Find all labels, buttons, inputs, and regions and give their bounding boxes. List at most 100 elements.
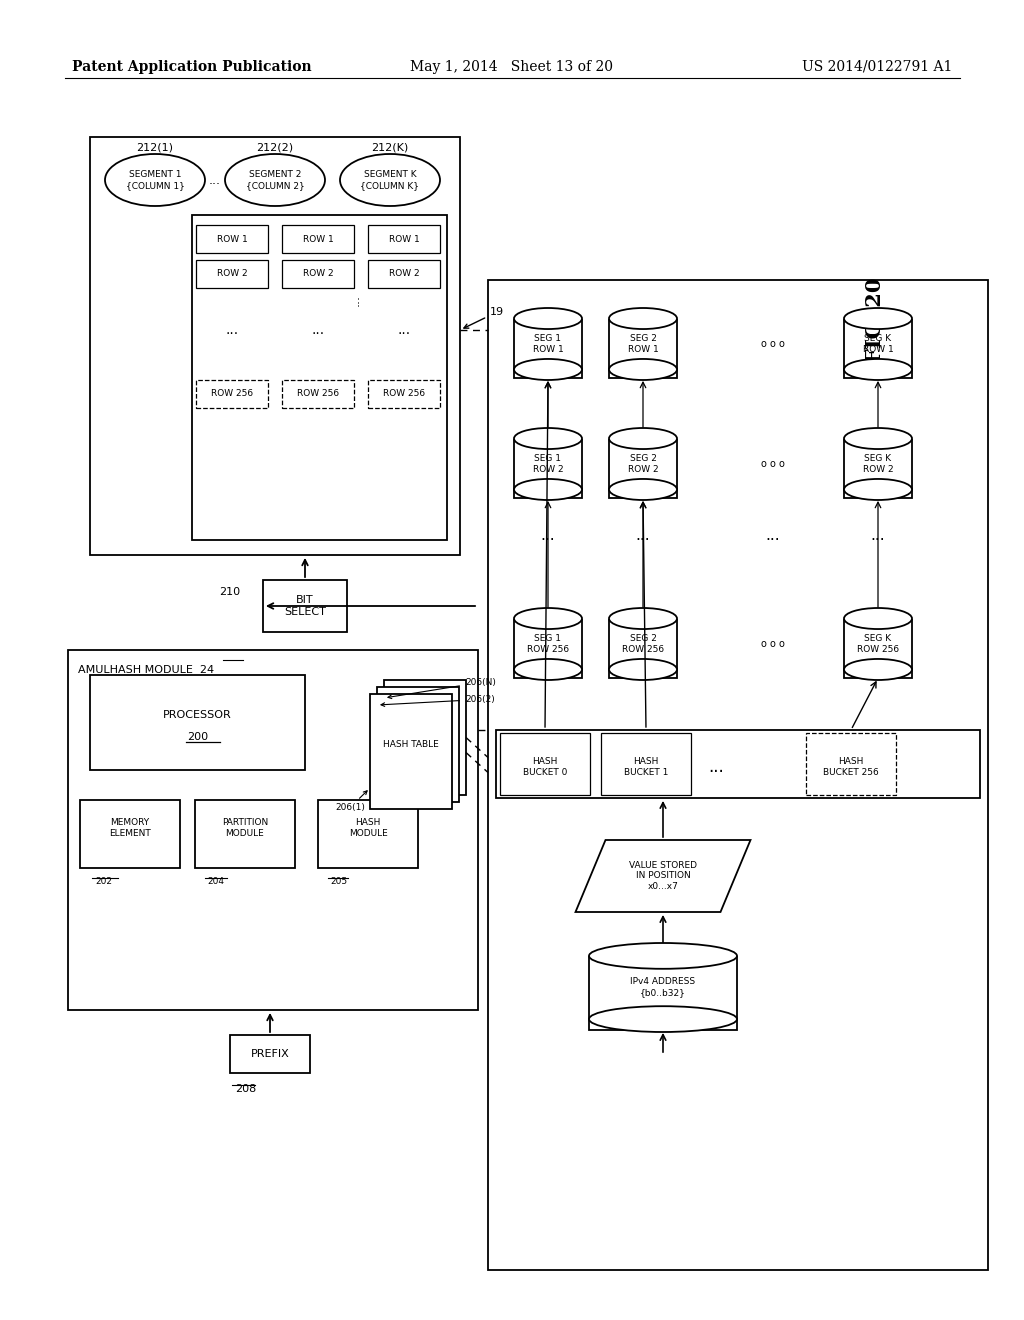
Text: 206(1): 206(1) bbox=[335, 791, 368, 812]
Ellipse shape bbox=[514, 609, 582, 630]
Text: SEG 2
ROW 2: SEG 2 ROW 2 bbox=[628, 454, 658, 474]
Text: FIG. 20: FIG. 20 bbox=[865, 277, 885, 363]
Text: ...: ... bbox=[766, 528, 780, 543]
Bar bbox=[196, 380, 268, 408]
Text: ...: ... bbox=[225, 323, 239, 337]
Bar bbox=[193, 215, 447, 540]
Bar bbox=[377, 686, 459, 803]
Text: May 1, 2014   Sheet 13 of 20: May 1, 2014 Sheet 13 of 20 bbox=[411, 59, 613, 74]
Ellipse shape bbox=[514, 428, 582, 449]
Ellipse shape bbox=[609, 308, 677, 329]
Bar bbox=[609, 319, 677, 378]
Text: IPv4 ADDRESS
{b0..b32}: IPv4 ADDRESS {b0..b32} bbox=[631, 977, 695, 997]
Text: US 2014/0122791 A1: US 2014/0122791 A1 bbox=[802, 59, 952, 74]
Ellipse shape bbox=[514, 659, 582, 680]
Text: 212(1): 212(1) bbox=[136, 143, 173, 153]
Bar bbox=[263, 579, 347, 632]
Text: o o o: o o o bbox=[761, 339, 785, 348]
Ellipse shape bbox=[589, 1006, 737, 1032]
Text: ROW 256: ROW 256 bbox=[211, 389, 253, 399]
Ellipse shape bbox=[609, 609, 677, 630]
Text: ROW 1: ROW 1 bbox=[217, 235, 248, 243]
Text: 206(2): 206(2) bbox=[381, 696, 495, 706]
Text: ROW 1: ROW 1 bbox=[303, 235, 334, 243]
Text: HASH
MODULE: HASH MODULE bbox=[348, 818, 387, 838]
Bar bbox=[500, 733, 590, 795]
Text: ...: ... bbox=[311, 323, 325, 337]
Bar bbox=[589, 957, 737, 1030]
Text: 205: 205 bbox=[330, 878, 347, 887]
Text: SEG K
ROW 256: SEG K ROW 256 bbox=[857, 635, 899, 653]
Bar bbox=[370, 694, 452, 809]
Ellipse shape bbox=[844, 659, 912, 680]
Ellipse shape bbox=[105, 154, 205, 206]
Bar bbox=[844, 319, 912, 378]
Text: ...: ... bbox=[541, 528, 555, 543]
Text: HASH TABLE: HASH TABLE bbox=[383, 741, 439, 748]
Ellipse shape bbox=[609, 359, 677, 380]
Text: ROW 2: ROW 2 bbox=[389, 269, 419, 279]
Text: BIT
SELECT: BIT SELECT bbox=[284, 595, 326, 616]
Bar bbox=[196, 224, 268, 253]
Bar bbox=[368, 380, 440, 408]
Ellipse shape bbox=[844, 609, 912, 630]
Ellipse shape bbox=[844, 308, 912, 329]
Bar bbox=[806, 733, 896, 795]
Text: 206(N): 206(N) bbox=[388, 678, 496, 698]
Text: SEG 1
ROW 2: SEG 1 ROW 2 bbox=[532, 454, 563, 474]
Text: 19: 19 bbox=[464, 308, 504, 329]
Bar bbox=[68, 649, 478, 1010]
Text: SEG 1
ROW 256: SEG 1 ROW 256 bbox=[527, 635, 569, 653]
Text: ...: ... bbox=[397, 323, 411, 337]
Text: Patent Application Publication: Patent Application Publication bbox=[72, 59, 311, 74]
Text: 212(2): 212(2) bbox=[256, 143, 294, 153]
Bar bbox=[844, 619, 912, 678]
Text: SEG K
ROW 1: SEG K ROW 1 bbox=[862, 334, 893, 354]
Text: SEGMENT 1
{COLUMN 1}: SEGMENT 1 {COLUMN 1} bbox=[126, 170, 184, 190]
Bar bbox=[488, 280, 988, 1270]
Bar bbox=[514, 619, 582, 678]
Bar bbox=[195, 800, 295, 869]
Text: ...: ... bbox=[209, 173, 221, 186]
Text: 204: 204 bbox=[207, 878, 224, 887]
Bar bbox=[196, 260, 268, 288]
Bar bbox=[514, 319, 582, 378]
Ellipse shape bbox=[514, 359, 582, 380]
Ellipse shape bbox=[844, 428, 912, 449]
Bar bbox=[496, 730, 980, 799]
Bar bbox=[368, 260, 440, 288]
Ellipse shape bbox=[844, 479, 912, 500]
Bar bbox=[80, 800, 180, 869]
Text: SEGMENT K
{COLUMN K}: SEGMENT K {COLUMN K} bbox=[360, 170, 420, 190]
Bar bbox=[601, 733, 691, 795]
Bar bbox=[609, 440, 677, 498]
Bar bbox=[90, 675, 305, 770]
Text: ROW 1: ROW 1 bbox=[389, 235, 420, 243]
Text: SEG 2
ROW 1: SEG 2 ROW 1 bbox=[628, 334, 658, 354]
Ellipse shape bbox=[340, 154, 440, 206]
Bar bbox=[514, 440, 582, 498]
Text: 210: 210 bbox=[219, 587, 240, 597]
Text: 200: 200 bbox=[187, 731, 208, 742]
Text: ROW 256: ROW 256 bbox=[383, 389, 425, 399]
Ellipse shape bbox=[225, 154, 325, 206]
Ellipse shape bbox=[844, 359, 912, 380]
Text: 202: 202 bbox=[95, 878, 112, 887]
Text: 208: 208 bbox=[234, 1084, 256, 1094]
Text: SEGMENT 2
{COLUMN 2}: SEGMENT 2 {COLUMN 2} bbox=[246, 170, 304, 190]
Bar bbox=[90, 137, 460, 554]
Text: HASH
BUCKET 256: HASH BUCKET 256 bbox=[823, 758, 879, 776]
Polygon shape bbox=[575, 840, 751, 912]
Text: VALUE STORED
IN POSITION
x0...x7: VALUE STORED IN POSITION x0...x7 bbox=[629, 861, 697, 891]
Ellipse shape bbox=[609, 659, 677, 680]
Bar bbox=[384, 680, 466, 795]
Ellipse shape bbox=[514, 308, 582, 329]
Bar bbox=[282, 260, 354, 288]
Text: ...: ... bbox=[348, 294, 361, 306]
Text: MEMORY
ELEMENT: MEMORY ELEMENT bbox=[110, 818, 151, 838]
Text: HASH
BUCKET 1: HASH BUCKET 1 bbox=[624, 758, 669, 776]
Ellipse shape bbox=[514, 479, 582, 500]
Text: PARTITION
MODULE: PARTITION MODULE bbox=[222, 818, 268, 838]
Bar bbox=[844, 440, 912, 498]
Text: 212(K): 212(K) bbox=[372, 143, 409, 153]
